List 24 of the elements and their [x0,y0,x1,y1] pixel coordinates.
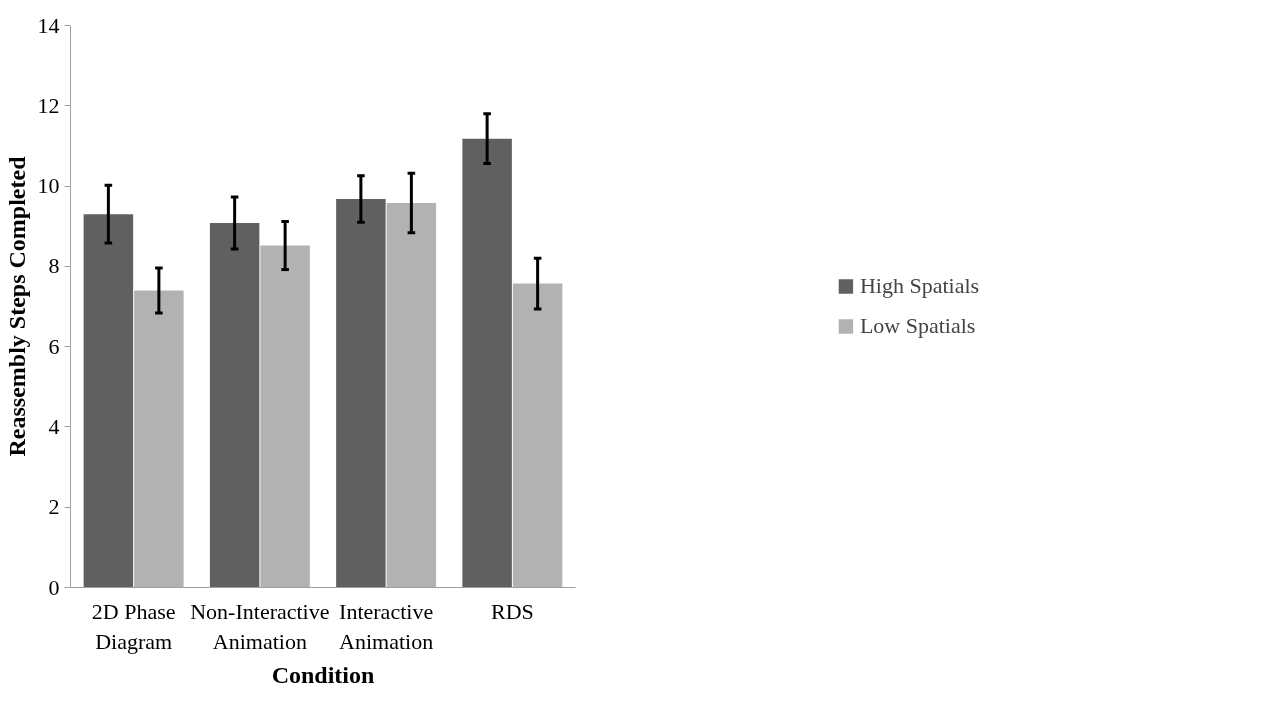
y-tick-label: 4 [48,413,60,439]
x-tick-label: 2D Phase Diagram [91,598,176,654]
y-tick-label: 12 [37,92,60,118]
y-tick-label: 0 [48,574,60,600]
legend-label: Low Spatials [859,313,976,339]
x-tick-label: Non-Interactive Animation [190,598,330,654]
x-tick-label: RDS [490,598,534,624]
bar [462,138,512,588]
bar [83,214,134,588]
bar [386,202,437,588]
bar [512,283,563,588]
x-axis-title: Condition [271,661,375,688]
y-tick-label: 2 [48,494,60,520]
y-tick-label: 8 [48,253,60,279]
x-tick-label: Interactive Animation [339,598,434,654]
bar [134,290,184,588]
y-tick-label: 10 [37,173,60,199]
y-axis-title: Reassembly Steps Completed [3,155,30,457]
legend-label: High Spatials [859,273,980,299]
y-tick-label: 6 [48,333,60,359]
bar [336,198,386,588]
bar [260,245,310,588]
y-tick-label: 14 [37,12,60,38]
bar [209,223,260,588]
